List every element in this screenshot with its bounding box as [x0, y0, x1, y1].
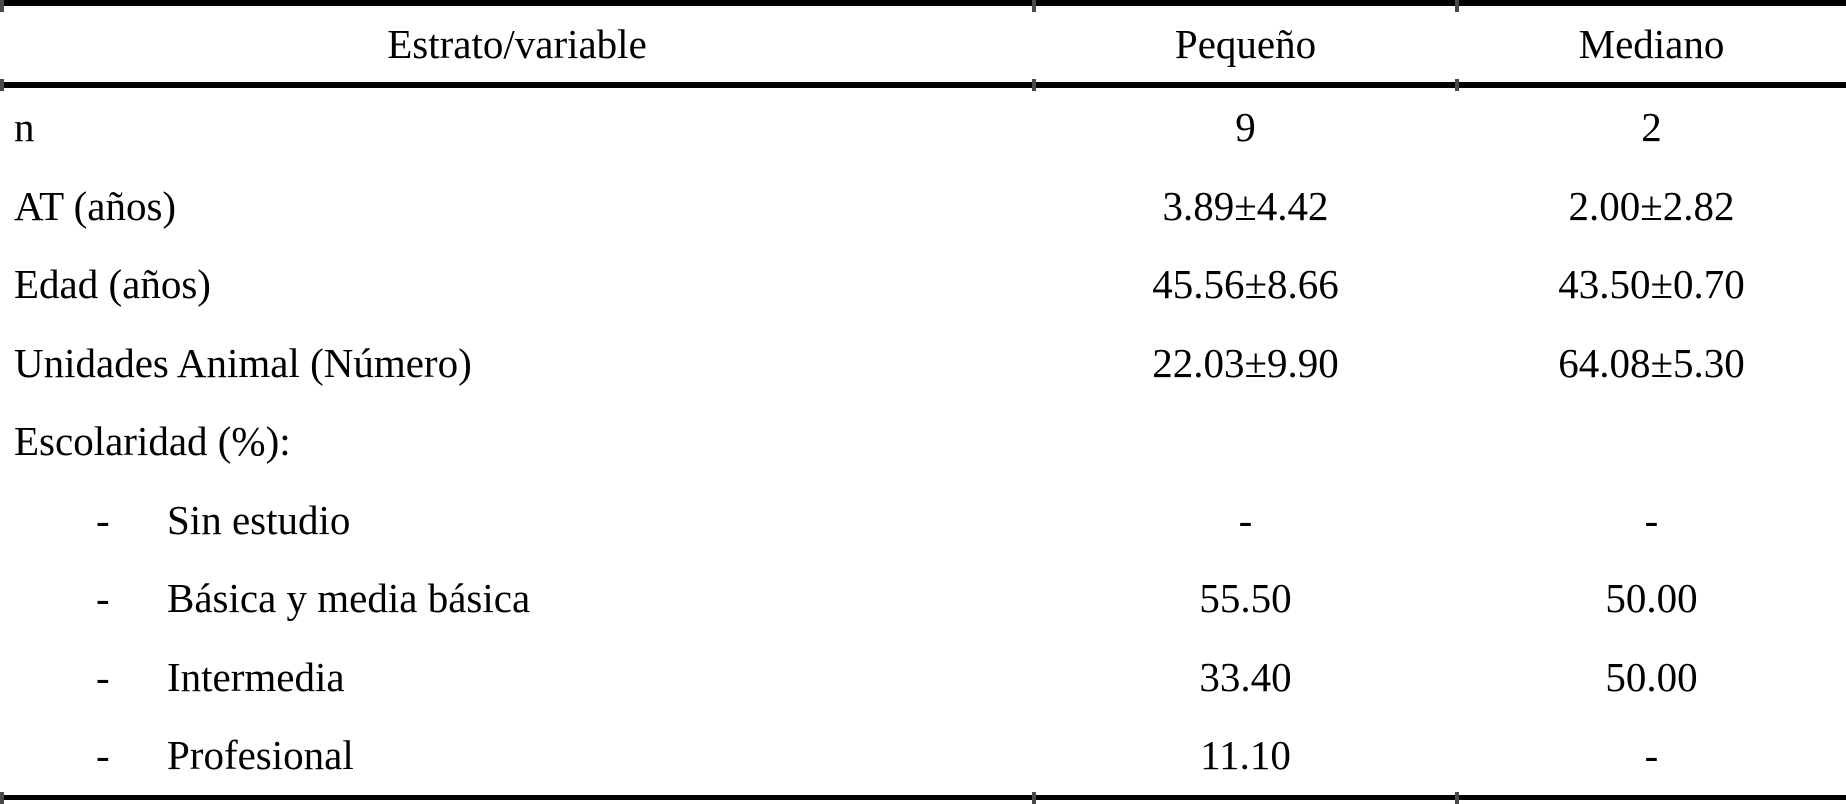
column-divider-tick	[1455, 79, 1459, 91]
row-label-text: Básica y media básica	[167, 575, 531, 622]
column-divider-tick	[0, 0, 4, 12]
column-divider-tick	[1455, 0, 1459, 12]
cell-pequeno: 45.56±8.66	[1152, 261, 1339, 308]
table-row-edad: Edad (años) 45.56±8.66 43.50±0.70	[0, 245, 1846, 324]
table-body: n 9 2 AT (años) 3.89±4.42 2.00±2.82 Edad…	[0, 88, 1846, 795]
row-label-text: Intermedia	[167, 653, 345, 700]
bullet-dash: -	[96, 732, 110, 779]
table-row-profesional: - Profesional 11.10 -	[0, 716, 1846, 795]
row-label: Unidades Animal (Número)	[14, 339, 472, 386]
row-label-text: Sin estudio	[167, 496, 351, 543]
cell-pequeno: 33.40	[1199, 653, 1292, 700]
bullet-dash: -	[96, 575, 110, 622]
column-divider-tick	[1455, 792, 1459, 804]
table-row-intermedia: - Intermedia 33.40 50.00	[0, 638, 1846, 717]
table-row-at: AT (años) 3.89±4.42 2.00±2.82	[0, 167, 1846, 246]
cell-pequeno: 55.50	[1199, 575, 1292, 622]
table-row-n: n 9 2	[0, 88, 1846, 167]
cell-mediano: 64.08±5.30	[1558, 339, 1745, 386]
cell-pequeno: 22.03±9.90	[1152, 339, 1339, 386]
column-divider-tick	[1032, 79, 1036, 91]
cell-pequeno: 9	[1235, 104, 1256, 151]
row-label: - Básica y media básica	[0, 574, 1034, 622]
row-label: Edad (años)	[14, 261, 211, 308]
cell-mediano: 43.50±0.70	[1558, 261, 1745, 308]
row-label: - Intermedia	[0, 653, 1034, 701]
cell-pequeno: 11.10	[1200, 732, 1291, 779]
table-row-basica: - Básica y media básica 55.50 50.00	[0, 559, 1846, 638]
row-label: - Sin estudio	[0, 496, 1034, 544]
row-label: Escolaridad (%):	[14, 418, 291, 465]
cell-pequeno: -	[1238, 496, 1253, 543]
cell-mediano: 2	[1641, 104, 1662, 151]
column-divider-tick	[1032, 792, 1036, 804]
table-row-unidades-animal: Unidades Animal (Número) 22.03±9.90 64.0…	[0, 324, 1846, 403]
cell-mediano: 2.00±2.82	[1568, 182, 1735, 229]
column-header-pequeno: Pequeño	[1174, 21, 1317, 67]
column-divider-tick	[0, 792, 4, 804]
table-top-border	[0, 0, 1846, 6]
column-header-mediano: Mediano	[1578, 21, 1725, 67]
cell-pequeno: 3.89±4.42	[1162, 182, 1329, 229]
bullet-dash: -	[96, 653, 110, 700]
table-header-row: Estrato/variable Pequeño Mediano	[0, 6, 1846, 82]
table-bottom-border	[0, 795, 1846, 800]
column-header-estrato-variable: Estrato/variable	[387, 21, 647, 67]
table-row-sin-estudio: - Sin estudio - -	[0, 481, 1846, 560]
row-label: AT (años)	[14, 182, 177, 229]
cell-mediano: 50.00	[1605, 575, 1698, 622]
row-label: - Profesional	[0, 731, 1034, 779]
column-divider-tick	[1032, 0, 1036, 12]
cell-mediano: -	[1644, 496, 1659, 543]
cell-mediano: -	[1644, 732, 1659, 779]
table-row-escolaridad: Escolaridad (%):	[0, 402, 1846, 481]
bullet-dash: -	[96, 496, 110, 543]
column-divider-tick	[0, 79, 4, 91]
table-header-border	[0, 82, 1846, 88]
row-label: n	[14, 104, 35, 151]
cell-mediano: 50.00	[1605, 653, 1698, 700]
row-label-text: Profesional	[167, 732, 354, 779]
